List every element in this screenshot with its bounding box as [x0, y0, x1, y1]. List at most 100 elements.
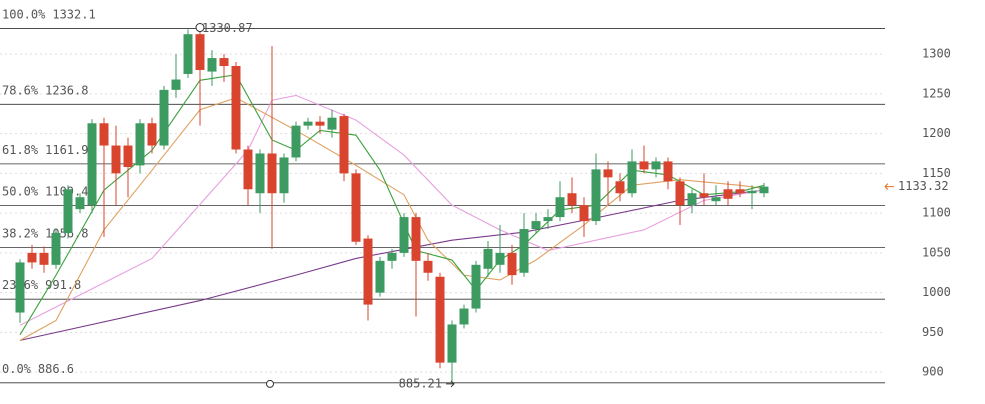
candle-body [627, 161, 637, 194]
candle-body [387, 252, 397, 261]
candle-body [471, 264, 481, 309]
candle-body [111, 145, 121, 174]
y-tick-label: 1000 [922, 285, 951, 299]
candle-body [351, 173, 361, 242]
y-tick-label: 1050 [922, 245, 951, 259]
fib-percent: 61.8% [2, 142, 39, 156]
candles [15, 29, 769, 384]
fib-price: 1236.8 [45, 83, 88, 97]
candle-body [75, 197, 85, 210]
fib-label: 50.0%1109.4 [2, 184, 88, 198]
candle-body [171, 79, 181, 90]
candle-body [663, 161, 673, 182]
candle-body [219, 58, 229, 67]
candle-body [207, 58, 217, 72]
marker-circle [266, 379, 274, 388]
marker-circle [195, 23, 205, 33]
candle-body [315, 121, 325, 126]
current-price: 1133.32 [898, 179, 949, 193]
candle-body [699, 193, 709, 198]
fib-price: 886.6 [38, 361, 74, 375]
moving-average [19, 74, 765, 336]
fib-label: 38.2%1056.8 [2, 226, 88, 240]
candle-body [303, 121, 313, 126]
candle-body [291, 125, 301, 158]
candle-body [447, 324, 457, 363]
candle-body [195, 34, 205, 70]
y-tick-label: 1150 [922, 166, 951, 180]
candle-body [591, 169, 601, 222]
candle-body [39, 252, 49, 265]
fib-label: 23.6%991.8 [2, 278, 81, 292]
high-label: 1330.87 [202, 21, 253, 35]
candle-body [15, 262, 25, 313]
candle-body [183, 34, 193, 74]
y-tick-label: 1300 [922, 47, 951, 61]
low-arrow [446, 380, 455, 388]
fib-price: 991.8 [45, 278, 81, 292]
candle-body [519, 229, 529, 273]
moving-average [19, 97, 765, 341]
candle-body [423, 260, 433, 273]
candle-body [147, 123, 157, 146]
moving-averages [19, 74, 765, 341]
candle-body [603, 169, 613, 178]
candle-body [27, 252, 37, 263]
candle-body [495, 252, 505, 265]
candle-body [279, 157, 289, 194]
candle-body [135, 123, 145, 166]
fib-price: 1161.9 [45, 142, 88, 156]
candle-body [747, 190, 757, 194]
y-tick-label: 1100 [922, 206, 951, 220]
candle-body [543, 217, 553, 222]
y-tick-label: 900 [922, 365, 944, 379]
candle-body [255, 153, 265, 194]
moving-average [19, 189, 765, 341]
candle-body [159, 89, 169, 146]
candle-body [267, 153, 277, 194]
candle-body [339, 116, 349, 174]
price-arrow [884, 183, 894, 190]
candle-body [651, 161, 661, 170]
candle-body [639, 161, 649, 170]
candle-body [123, 145, 133, 167]
candle-body [579, 205, 589, 222]
candle-body [483, 248, 493, 269]
grid: 900 950 1000 1050 1100 1150 1200 1250 1300 [0, 47, 951, 379]
candle-body [399, 217, 409, 253]
annotations: 1330.87 885.21 1133.32 [195, 21, 949, 390]
y-tick-label: 950 [922, 325, 944, 339]
candle-body [327, 117, 337, 130]
moving-average [19, 94, 765, 326]
fib-percent: 0.0% [2, 361, 32, 375]
fib-label: 61.8% 1161.9 [2, 142, 88, 156]
fib-label: 100.0% 1332.1 [2, 7, 96, 21]
y-tick-label: 1250 [922, 86, 951, 100]
candle-body [567, 193, 577, 206]
fib-label: 0.0% 886.6 [2, 361, 74, 375]
candle-body [231, 66, 241, 150]
candle-body [363, 238, 373, 305]
candle-body [459, 308, 469, 325]
candle-body [675, 181, 685, 206]
candle-body [531, 221, 541, 230]
candle-body [375, 260, 385, 293]
candle-body [615, 181, 625, 194]
low-label: 885.21 [399, 376, 442, 390]
candle-body [87, 123, 97, 206]
candle-body [555, 197, 565, 218]
fib-percent: 38.2% [2, 226, 39, 240]
candle-body [99, 123, 109, 146]
candle-body [507, 252, 517, 276]
candle-body [687, 193, 697, 206]
candle-body [411, 217, 421, 261]
candle-body [243, 149, 253, 190]
candle-body [735, 189, 745, 194]
candle-body [759, 186, 769, 194]
fib-percent: 100.0% [2, 7, 46, 21]
y-tick-label: 1200 [922, 126, 951, 140]
fib-label: 78.6% 1236.8 [2, 83, 88, 97]
candle-body [435, 276, 445, 363]
candle-body [51, 233, 61, 265]
